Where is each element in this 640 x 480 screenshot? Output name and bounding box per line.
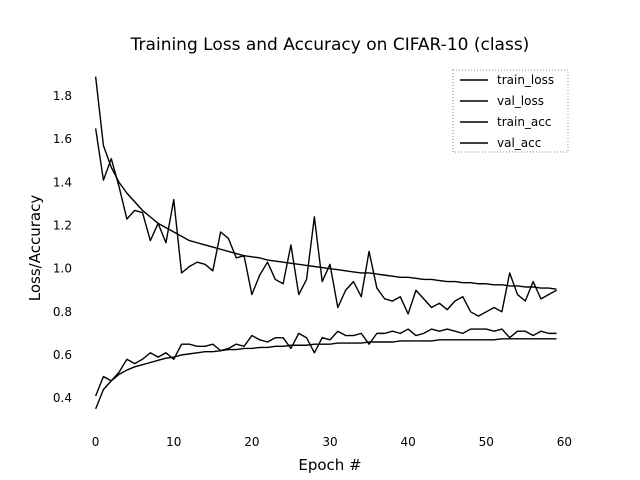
x-tick-label: 40 [400, 435, 415, 449]
y-tick-label: 0.8 [53, 305, 72, 319]
x-axis-ticks: 0 10 20 30 40 50 60 [92, 435, 572, 449]
x-tick-label: 30 [322, 435, 337, 449]
y-tick-label: 1.8 [53, 89, 72, 103]
y-tick-label: 1.4 [53, 175, 72, 189]
legend-entry-label: train_loss [497, 73, 554, 87]
y-tick-label: 0.4 [53, 391, 72, 405]
series-lines [94, 76, 557, 410]
y-axis-ticks: 0.4 0.6 0.8 1.0 1.2 1.4 1.6 1.8 [53, 89, 72, 405]
x-tick-label: 0 [92, 435, 100, 449]
series-line-val-loss [94, 128, 557, 317]
series-line-train-acc [94, 338, 557, 410]
y-tick-label: 1.0 [53, 262, 72, 276]
x-tick-label: 60 [557, 435, 572, 449]
legend-entry-label: train_acc [497, 115, 551, 129]
legend: train_loss val_loss train_acc val_acc [452, 69, 569, 153]
x-axis-label: Epoch # [298, 456, 361, 474]
legend-entry-label: val_loss [497, 94, 544, 108]
legend-entry-label: val_acc [497, 136, 541, 150]
x-tick-label: 50 [479, 435, 494, 449]
y-tick-label: 0.6 [53, 348, 72, 362]
series-line-train-loss [94, 76, 557, 290]
chart-title: Training Loss and Accuracy on CIFAR-10 (… [130, 35, 530, 55]
x-tick-label: 10 [166, 435, 181, 449]
y-tick-label: 1.6 [53, 132, 72, 146]
y-tick-label: 1.2 [53, 219, 72, 233]
series-line-val-acc [94, 328, 557, 397]
x-tick-label: 20 [244, 435, 259, 449]
legend-frame [452, 69, 569, 153]
y-axis-label: Loss/Accuracy [26, 195, 44, 302]
